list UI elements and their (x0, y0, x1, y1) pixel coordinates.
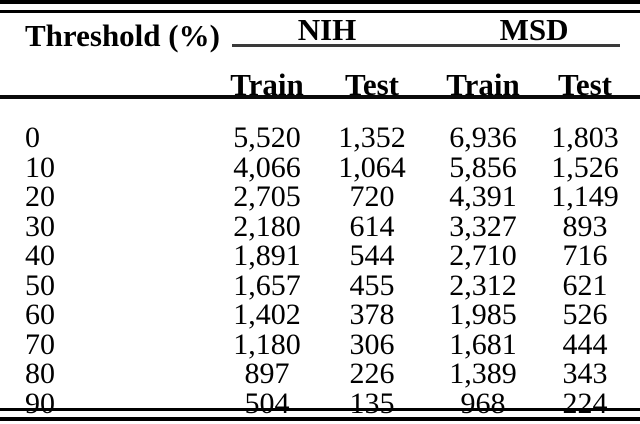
nih-test-header: Test (345, 66, 399, 102)
table-row: 90 504 135 968 224 (0, 386, 636, 420)
msd-train-cell: 5,856 (449, 150, 517, 184)
table-row: 50 1,657 455 2,312 621 (0, 268, 636, 302)
sub-header-row: Train Test Train Test (0, 53, 636, 123)
table-row: 80 897 226 1,389 343 (0, 359, 636, 389)
threshold-value-cell: 80 (25, 357, 55, 390)
threshold-column-header: Threshold (%) (25, 18, 220, 53)
msd-test-cell: 444 (562, 327, 608, 361)
group-header-row: Threshold (%) NIH MSD (0, 11, 636, 54)
msd-test-cell: 526 (562, 298, 608, 331)
threshold-value-cell: 0 (25, 121, 40, 154)
table-top-rule-inner (0, 10, 640, 13)
table-row: 60 1,402 378 1,985 526 (0, 300, 636, 330)
msd-test-cell: 1,149 (551, 180, 619, 213)
msd-test-cell: 621 (562, 268, 608, 302)
nih-train-cell: 1,180 (233, 327, 301, 361)
table-row: 0 5,520 1,352 6,936 1,803 (0, 123, 636, 153)
nih-train-cell: 2,180 (233, 209, 301, 243)
msd-train-cell: 968 (460, 386, 506, 420)
msd-train-cell: 2,710 (449, 239, 517, 272)
nih-train-cell: 897 (244, 357, 290, 390)
table-row: 30 2,180 614 3,327 893 (0, 209, 636, 243)
table-header-rule (0, 95, 640, 99)
nih-train-header: Train (230, 66, 304, 102)
nih-test-cell: 544 (349, 239, 395, 272)
msd-test-cell: 343 (562, 357, 608, 390)
nih-test-cell: 1,064 (338, 150, 406, 184)
msd-train-cell: 1,985 (449, 298, 517, 331)
nih-train-cell: 2,705 (233, 180, 301, 213)
threshold-value-cell: 10 (25, 150, 55, 184)
nih-train-cell: 1,402 (233, 298, 301, 331)
nih-test-cell: 378 (349, 298, 395, 331)
table-top-rule-outer (0, 0, 640, 4)
msd-test-cell: 716 (562, 239, 608, 272)
table-row: 10 4,066 1,064 5,856 1,526 (0, 150, 636, 184)
msd-test-cell: 1,803 (551, 121, 619, 154)
table-bottom-rule-outer (0, 417, 640, 421)
table-row: 70 1,180 306 1,681 444 (0, 327, 636, 361)
threshold-value-cell: 30 (25, 209, 55, 243)
threshold-value-cell: 70 (25, 327, 55, 361)
nih-train-cell: 1,657 (233, 268, 301, 302)
table-spanner-rule (232, 44, 620, 47)
table-row: 40 1,891 544 2,710 716 (0, 241, 636, 271)
table-bottom-rule-inner (0, 408, 640, 411)
msd-test-cell: 224 (562, 386, 608, 420)
msd-train-cell: 1,681 (449, 327, 517, 361)
msd-train-cell: 1,389 (449, 357, 517, 390)
threshold-value-cell: 50 (25, 268, 55, 302)
msd-train-cell: 3,327 (449, 209, 517, 243)
nih-test-cell: 614 (349, 209, 395, 243)
nih-test-cell: 135 (349, 386, 395, 420)
msd-train-header: Train (446, 66, 520, 102)
table-row: 20 2,705 720 4,391 1,149 (0, 182, 636, 212)
nih-test-cell: 455 (349, 268, 395, 302)
nih-train-cell: 4,066 (233, 150, 301, 184)
nih-test-cell: 720 (349, 180, 395, 213)
msd-test-cell: 893 (562, 209, 608, 243)
threshold-value-cell: 90 (25, 386, 55, 420)
dataset-split-table: Threshold (%) NIH MSD Train Test Train T… (0, 12, 636, 418)
threshold-value-cell: 60 (25, 298, 55, 331)
threshold-value-cell: 20 (25, 180, 55, 213)
nih-train-cell: 5,520 (233, 121, 301, 154)
msd-train-cell: 6,936 (449, 121, 517, 154)
msd-test-header: Test (558, 66, 613, 102)
nih-test-cell: 226 (349, 357, 395, 390)
nih-group-header: NIH (297, 11, 357, 47)
msd-train-cell: 4,391 (449, 180, 517, 213)
threshold-value-cell: 40 (25, 239, 55, 272)
nih-train-cell: 504 (244, 386, 290, 420)
msd-test-cell: 1,526 (551, 150, 619, 184)
nih-train-cell: 1,891 (233, 239, 301, 272)
msd-group-header: MSD (499, 11, 569, 47)
nih-test-cell: 306 (349, 327, 395, 361)
msd-train-cell: 2,312 (449, 268, 517, 302)
nih-test-cell: 1,352 (338, 121, 406, 154)
